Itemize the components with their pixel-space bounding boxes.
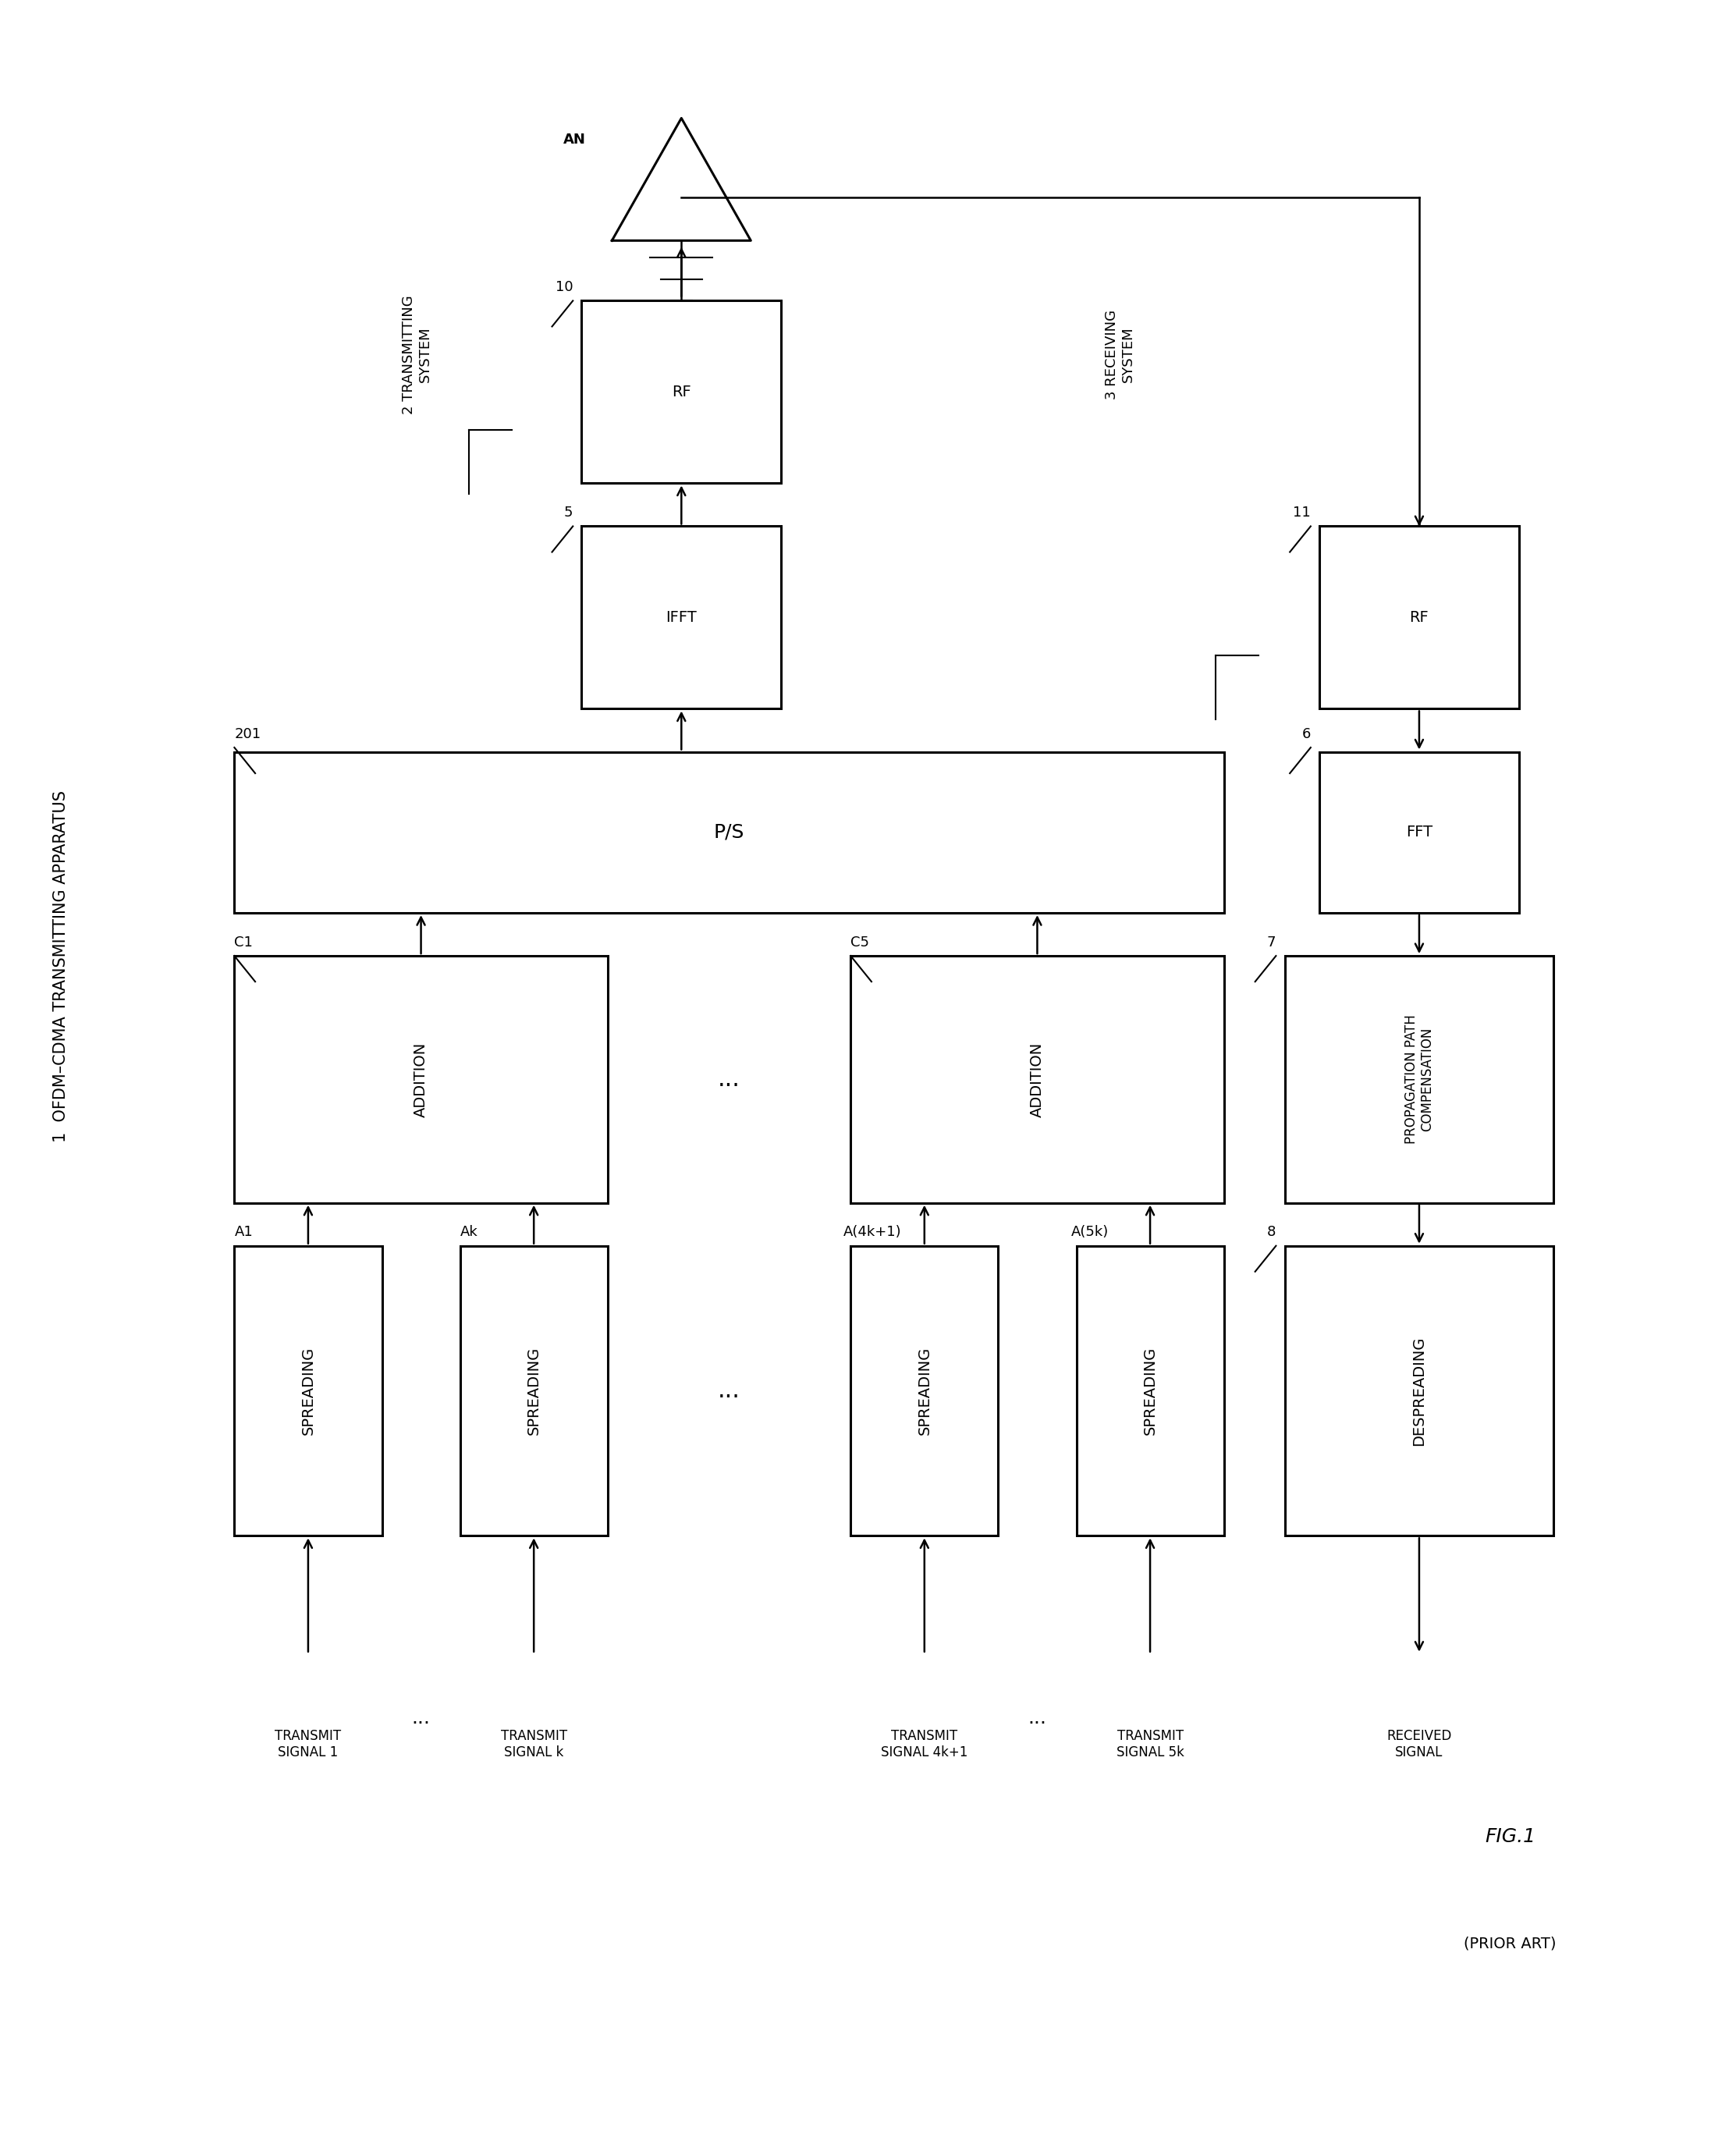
FancyBboxPatch shape (460, 1246, 608, 1536)
Text: ADDITION: ADDITION (1029, 1042, 1045, 1117)
Text: DESPREADING: DESPREADING (1411, 1336, 1427, 1446)
FancyBboxPatch shape (1285, 956, 1554, 1203)
Text: TRANSMIT
SIGNAL k: TRANSMIT SIGNAL k (500, 1729, 568, 1759)
Text: FFT: FFT (1406, 825, 1432, 840)
Text: 8: 8 (1267, 1224, 1276, 1239)
Text: ...: ... (411, 1710, 431, 1727)
Text: SPREADING: SPREADING (1142, 1347, 1158, 1435)
Text: 201: 201 (234, 726, 260, 741)
Text: RF: RF (672, 384, 691, 400)
FancyBboxPatch shape (234, 956, 608, 1203)
FancyBboxPatch shape (1285, 1246, 1554, 1536)
Text: C5: C5 (851, 934, 870, 949)
Text: P/S: P/S (713, 823, 745, 842)
Text: RECEIVED
SIGNAL: RECEIVED SIGNAL (1387, 1729, 1451, 1759)
Text: ...: ... (719, 1379, 740, 1403)
Text: TRANSMIT
SIGNAL 1: TRANSMIT SIGNAL 1 (274, 1729, 342, 1759)
Text: FIG.1: FIG.1 (1484, 1828, 1536, 1845)
Text: A1: A1 (234, 1224, 253, 1239)
Text: Ak: Ak (460, 1224, 477, 1239)
Text: A(5k): A(5k) (1071, 1224, 1109, 1239)
Text: A(4k+1): A(4k+1) (844, 1224, 903, 1239)
Text: 6: 6 (1302, 726, 1311, 741)
Text: 7: 7 (1267, 934, 1276, 949)
Text: ...: ... (1028, 1710, 1047, 1727)
Text: 5: 5 (564, 505, 573, 520)
Text: TRANSMIT
SIGNAL 5k: TRANSMIT SIGNAL 5k (1116, 1729, 1184, 1759)
FancyBboxPatch shape (851, 1246, 998, 1536)
Text: ...: ... (719, 1068, 740, 1091)
Text: ADDITION: ADDITION (413, 1042, 429, 1117)
Text: PROPAGATION PATH
COMPENSATION: PROPAGATION PATH COMPENSATION (1404, 1014, 1434, 1145)
Text: 3 RECEIVING
SYSTEM: 3 RECEIVING SYSTEM (1104, 309, 1135, 400)
Text: 11: 11 (1293, 505, 1311, 520)
Text: 10: 10 (556, 279, 573, 294)
Text: TRANSMIT
SIGNAL 4k+1: TRANSMIT SIGNAL 4k+1 (880, 1729, 969, 1759)
FancyBboxPatch shape (1076, 1246, 1224, 1536)
FancyBboxPatch shape (234, 752, 1224, 913)
FancyBboxPatch shape (1319, 526, 1519, 709)
Text: (PRIOR ART): (PRIOR ART) (1463, 1937, 1557, 1950)
Text: IFFT: IFFT (667, 610, 696, 625)
Text: 2 TRANSMITTING
SYSTEM: 2 TRANSMITTING SYSTEM (401, 294, 432, 415)
Text: 1  OFDM–CDMA TRANSMITTING APPARATUS: 1 OFDM–CDMA TRANSMITTING APPARATUS (54, 790, 68, 1143)
Text: RF: RF (1410, 610, 1429, 625)
FancyBboxPatch shape (851, 956, 1224, 1203)
Text: C1: C1 (234, 934, 253, 949)
Text: SPREADING: SPREADING (917, 1347, 932, 1435)
Text: AN: AN (564, 133, 587, 146)
FancyBboxPatch shape (234, 1246, 382, 1536)
FancyBboxPatch shape (1319, 752, 1519, 913)
FancyBboxPatch shape (582, 301, 781, 483)
FancyBboxPatch shape (582, 526, 781, 709)
Text: SPREADING: SPREADING (300, 1347, 316, 1435)
Text: SPREADING: SPREADING (526, 1347, 542, 1435)
